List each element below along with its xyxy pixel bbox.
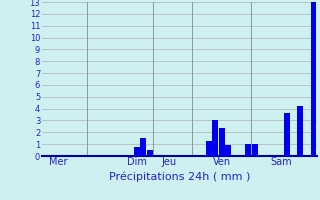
Bar (219, 128, 225, 156)
Bar (225, 145, 231, 156)
Bar (206, 141, 212, 156)
X-axis label: Précipitations 24h ( mm ): Précipitations 24h ( mm ) (108, 172, 250, 182)
Bar (212, 120, 218, 156)
Bar (134, 147, 140, 156)
Bar (252, 144, 258, 156)
Bar (147, 150, 153, 156)
Bar (140, 138, 146, 156)
Bar (284, 113, 290, 156)
Bar (298, 106, 303, 156)
Bar (245, 144, 251, 156)
Bar (311, 2, 316, 156)
